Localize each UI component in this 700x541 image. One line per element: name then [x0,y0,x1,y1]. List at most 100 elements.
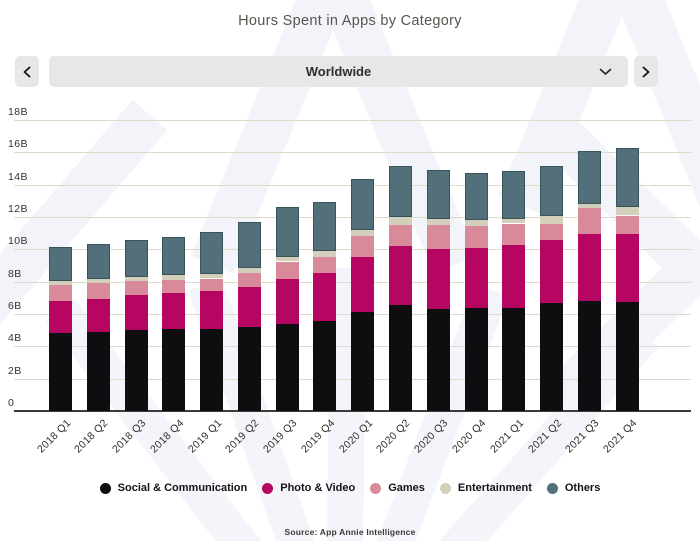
bar-segment[interactable] [502,244,526,309]
bar-segment[interactable] [313,251,337,257]
bar-segment[interactable] [237,272,261,287]
bar-segment[interactable] [124,280,148,295]
bar-segment[interactable] [162,280,186,293]
bar-segment[interactable] [275,278,299,324]
bar-segment[interactable] [49,285,72,302]
bar-segment[interactable] [86,279,110,284]
bar-segment[interactable] [577,301,601,411]
legend-color-dot [439,482,451,494]
bar-segment[interactable] [615,234,639,302]
bar-segment[interactable] [275,323,299,411]
bar-segment[interactable] [388,217,412,226]
bar-segment[interactable] [86,331,110,411]
bar-segment[interactable] [388,305,412,411]
legend-item[interactable]: Others [546,482,601,494]
bar-segment[interactable] [464,247,488,308]
bar-segment[interactable] [388,166,412,218]
bar-segment[interactable] [49,247,72,281]
bar-segment[interactable] [200,231,224,274]
bar-segment[interactable] [237,222,261,268]
bar-segment[interactable] [351,312,375,411]
legend-item[interactable]: Games [370,482,425,494]
bar-segment[interactable] [200,273,224,279]
bar-segment[interactable] [426,218,450,226]
bar-segment[interactable] [162,329,186,411]
region-dropdown[interactable]: Worldwide [49,56,628,87]
bar-segment[interactable] [313,321,337,411]
bar-segment[interactable] [426,225,450,250]
legend-label: Social & Communication [117,482,248,494]
bar-segment[interactable] [540,239,563,303]
bar-segment[interactable] [124,330,148,411]
bar-segment[interactable] [313,256,337,273]
bar-segment[interactable] [200,278,224,292]
bar-segment[interactable] [388,225,412,247]
bar-segment[interactable] [540,166,563,217]
bar-segment[interactable] [426,309,450,411]
bar-segment[interactable] [237,268,261,273]
y-axis-tick-label: 10B [8,235,28,248]
bar-segment[interactable] [615,215,639,235]
bar-segment[interactable] [124,276,148,281]
bar-segment[interactable] [49,332,72,411]
legend-item[interactable]: Photo & Video [262,482,355,494]
bar-segment[interactable] [162,293,186,330]
bar-segment[interactable] [577,234,601,302]
bar-segment[interactable] [124,239,148,277]
bar-segment[interactable] [502,218,526,224]
x-axis-line [14,410,691,412]
bar-segment[interactable] [351,230,375,236]
bar-segment[interactable] [502,223,526,245]
bar-segment[interactable] [615,148,639,208]
prev-region-button[interactable] [15,56,39,87]
bar-segment[interactable] [615,207,639,216]
bar-segment[interactable] [502,171,526,219]
bar-segment[interactable] [351,256,375,313]
legend-color-dot [99,482,111,494]
chart-legend: Social & Communication Photo & Video Games… [0,482,700,494]
bar-segment[interactable] [162,236,186,276]
y-axis-tick-label: 6B [8,300,22,313]
bar-segment[interactable] [275,261,299,279]
bar-segment[interactable] [577,150,601,205]
bar-segment[interactable] [351,179,375,230]
bar-segment[interactable] [49,280,72,285]
bar-segment[interactable] [313,272,337,322]
legend-item[interactable]: Social & Communication [99,482,248,494]
bar-segment[interactable] [124,294,148,331]
bar-segment[interactable] [426,249,450,310]
bar-segment[interactable] [540,223,563,240]
bar-segment[interactable] [464,172,488,221]
bar-segment[interactable] [615,301,639,411]
bar-segment[interactable] [313,201,337,252]
legend-label: Others [564,482,601,494]
bar-segment[interactable] [200,291,224,329]
bar-segment[interactable] [388,246,412,306]
bar-segment[interactable] [540,302,563,411]
bar-segment[interactable] [86,243,110,280]
bar-segment[interactable] [275,207,299,257]
bar-segment[interactable] [86,283,110,299]
y-axis-tick-label: 18B [8,106,28,119]
bar-segment[interactable] [237,286,261,327]
bar-segment[interactable] [577,208,601,235]
bar-segment[interactable] [200,328,224,411]
bar-segment[interactable] [502,308,526,411]
bar-segment[interactable] [162,275,186,281]
bar-segment[interactable] [464,226,488,248]
bar-segment[interactable] [49,301,72,333]
chevron-down-icon [599,68,612,75]
region-dropdown-value: Worldwide [305,64,372,79]
bar-segment[interactable] [540,216,563,224]
next-region-button[interactable] [634,56,658,87]
bar-segment[interactable] [237,327,261,411]
bar-segment[interactable] [351,235,375,257]
bar-segment[interactable] [426,170,450,219]
bar-segment[interactable] [464,220,488,226]
bar-segment[interactable] [86,298,110,332]
legend-item[interactable]: Entertainment [439,482,532,494]
bar-segment[interactable] [275,256,299,262]
bar-segment[interactable] [577,204,601,209]
bar-segment[interactable] [464,307,488,411]
